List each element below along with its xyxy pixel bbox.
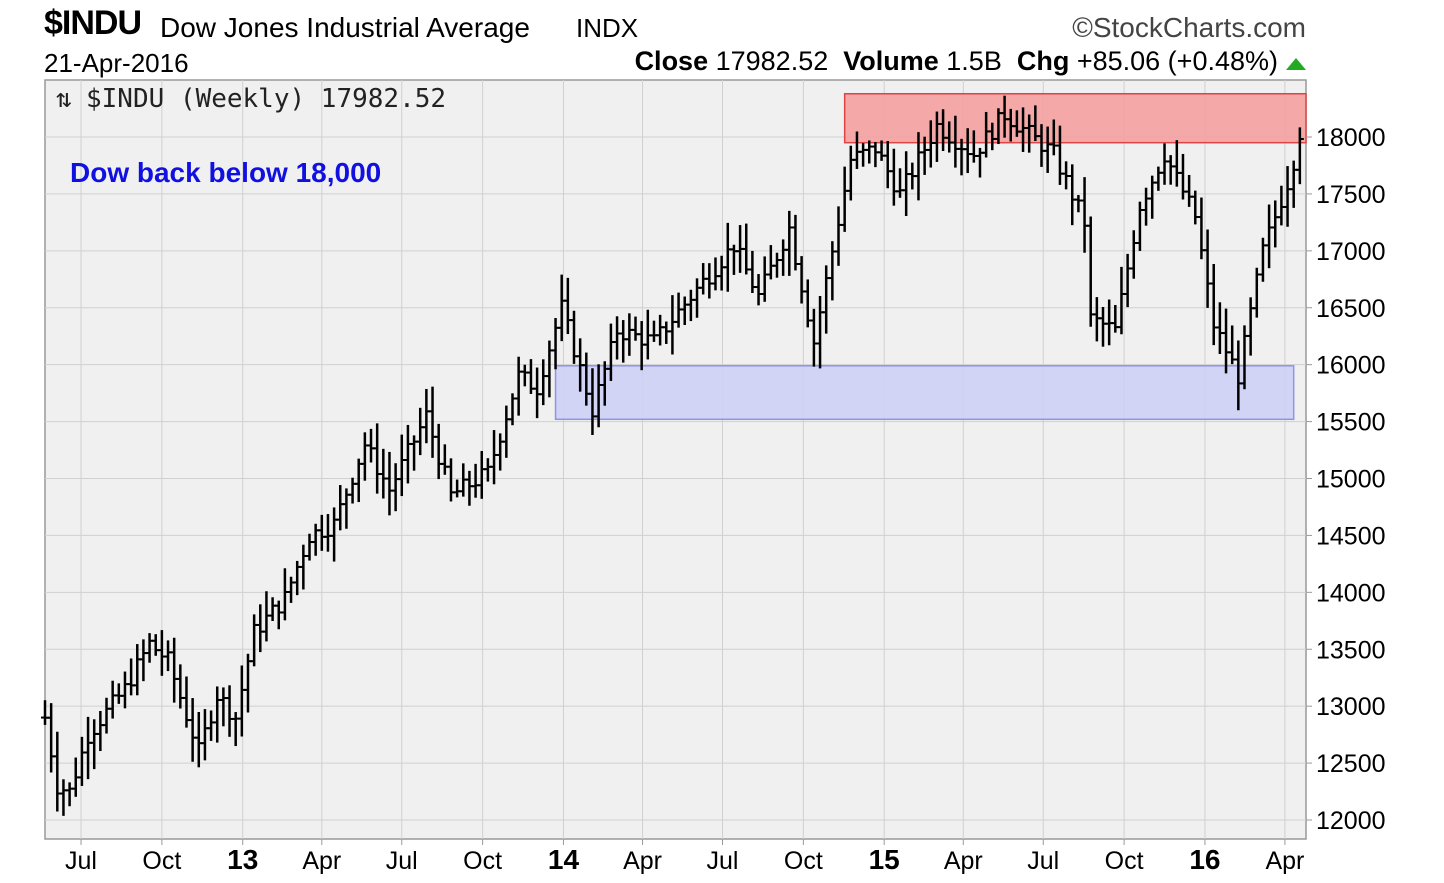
y-tick-label: 17500 <box>1316 181 1386 209</box>
x-tick-label: 15 <box>869 844 900 875</box>
x-tick-label: 13 <box>227 844 258 875</box>
legend: ⇅ $INDU (Weekly) 17982.52 <box>56 84 446 114</box>
x-tick-label: Oct <box>1105 847 1144 875</box>
ohlc-bar <box>1295 127 1304 185</box>
y-tick-label: 12000 <box>1316 807 1386 835</box>
x-tick-label: Apr <box>944 847 983 875</box>
resistance-zone <box>843 92 1307 144</box>
legend-text: $INDU (Weekly) 17982.52 <box>86 84 446 114</box>
chg-label: Chg <box>1016 46 1070 76</box>
instrument-name: Dow Jones Industrial Average <box>160 12 530 43</box>
volume-value: 1.5B <box>946 46 1002 76</box>
copyright-icon: © <box>1072 12 1093 43</box>
symbol: $INDU <box>44 4 142 42</box>
y-tick-label: 13000 <box>1316 693 1386 721</box>
x-tick-label: Apr <box>302 847 341 875</box>
x-tick-label: Jul <box>707 847 739 875</box>
x-tick-label: Jul <box>386 847 418 875</box>
y-tick-label: 17000 <box>1316 238 1386 266</box>
y-tick-label: 12500 <box>1316 750 1386 778</box>
y-tick-label: 15500 <box>1316 409 1386 437</box>
y-tick-label: 15000 <box>1316 466 1386 494</box>
x-tick-label: Apr <box>623 847 662 875</box>
support-zone <box>554 365 1295 421</box>
exchange: INDX <box>576 13 639 43</box>
y-tick-label: 16500 <box>1316 295 1386 323</box>
zones <box>554 92 1307 421</box>
x-tick-label: Jul <box>65 847 97 875</box>
x-tick-label: 14 <box>548 844 580 875</box>
chg-value: +85.06 (+0.48%) <box>1076 46 1278 76</box>
y-tick-label: 16000 <box>1316 352 1386 380</box>
x-tick-label: Apr <box>1265 847 1304 875</box>
bar-chart-icon: ⇅ <box>56 84 72 114</box>
price-bars <box>41 95 1304 816</box>
brand-label: StockCharts.com <box>1092 12 1306 43</box>
brand-link[interactable]: ©StockCharts.com <box>1072 12 1306 44</box>
y-tick-label: 13500 <box>1316 636 1386 664</box>
close-label: Close <box>634 46 709 76</box>
x-tick-label: Jul <box>1027 847 1059 875</box>
x-tick-label: Oct <box>463 847 502 875</box>
x-tick-label: Oct <box>142 847 181 875</box>
quote-date: 21-Apr-2016 <box>44 48 189 78</box>
plot-area <box>44 79 1307 840</box>
close-value: 17982.52 <box>715 46 829 76</box>
quote-stats: Close 17982.52 Volume 1.5B Chg +85.06 (+… <box>635 46 1278 77</box>
y-axis: 12000 12500 13000 13500 14000 14500 15000 15500… <box>1306 124 1386 835</box>
y-tick-label: 14000 <box>1316 579 1386 607</box>
annotation: Dow back below 18,000 <box>70 157 381 188</box>
volume-label: Volume <box>843 46 939 76</box>
y-tick-label: 14500 <box>1316 522 1386 550</box>
x-axis: Jul Oct 13 Apr Jul Oct 14 Apr Jul Oct 15 Apr Jul Oct 1… <box>65 839 1304 875</box>
up-arrow-icon <box>1286 58 1306 70</box>
x-tick-label: Oct <box>784 847 823 875</box>
y-tick-label: 18000 <box>1316 124 1386 152</box>
x-tick-label: 16 <box>1189 844 1220 875</box>
